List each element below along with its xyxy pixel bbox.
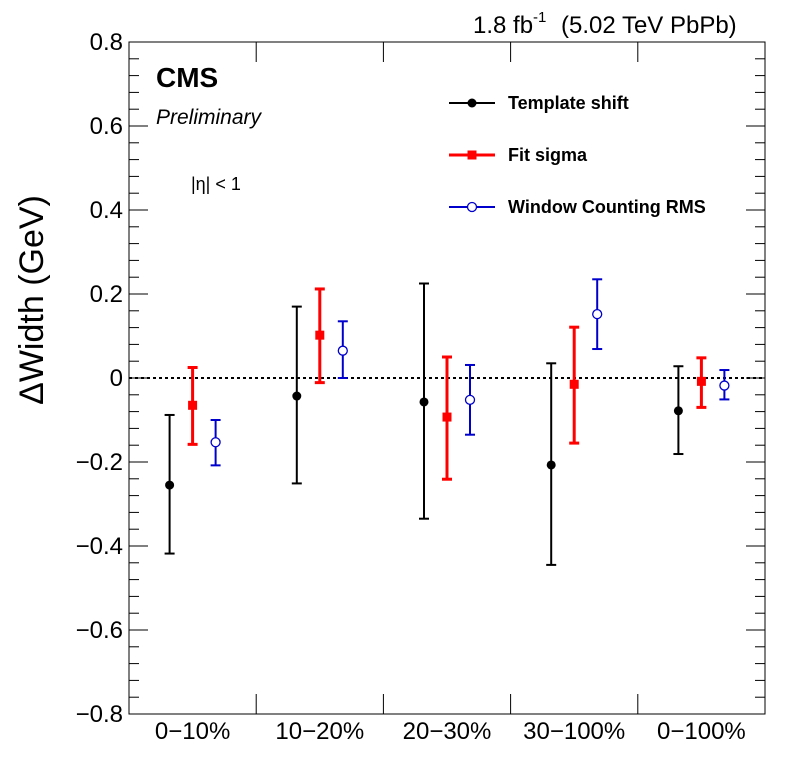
status-label: Preliminary	[156, 106, 263, 129]
y-tick-label: 0.2	[90, 281, 123, 308]
data-point	[546, 460, 556, 470]
y-tick-label: −0.8	[76, 701, 123, 728]
legend-marker	[467, 98, 477, 108]
data-point	[464, 394, 476, 405]
data-point	[210, 437, 221, 448]
data-point	[337, 345, 348, 356]
series-2	[210, 278, 730, 467]
legend-marker	[466, 201, 478, 213]
x-category-label: 0−10%	[155, 718, 230, 745]
data-point	[673, 406, 683, 416]
data-point	[188, 400, 198, 410]
data-point	[592, 309, 603, 320]
y-tick-label: −0.4	[76, 533, 123, 560]
y-tick-label: 0	[110, 365, 123, 392]
data-point	[719, 380, 730, 391]
y-tick-label: −0.6	[76, 617, 123, 644]
data-point	[696, 376, 706, 386]
x-category-label: 30−100%	[523, 718, 625, 745]
y-axis-title: ΔWidth (GeV)	[13, 195, 51, 405]
legend-label: Window Counting RMS	[508, 197, 706, 217]
data-point	[442, 412, 452, 422]
data-point	[419, 397, 429, 407]
data-point	[292, 391, 302, 401]
x-category-label: 10−20%	[275, 718, 364, 745]
x-category-label: 0−100%	[657, 718, 746, 745]
legend-label: Fit sigma	[508, 145, 588, 165]
y-tick-label: −0.2	[76, 449, 123, 476]
series-1	[187, 287, 707, 481]
axes: −0.8 −0.6 −0.4 −0.2 0 0.2 0.4 0.6 0.8 0−10% 10−20%…	[76, 29, 765, 745]
experiment-label: CMS	[156, 62, 218, 93]
y-tick-label: 0.8	[90, 29, 123, 56]
legend: Template shift Fit sigma Window Counting R…	[449, 93, 706, 217]
data-point	[315, 330, 325, 340]
eta-annotation: |η| < 1	[191, 174, 241, 194]
energy-label: (5.02 TeV PbPb)	[561, 12, 737, 39]
legend-marker	[467, 150, 477, 160]
series-0	[164, 282, 684, 566]
data-point	[165, 480, 175, 490]
x-category-label: 20−30%	[403, 718, 492, 745]
y-tick-label: 0.6	[90, 113, 123, 140]
data-point	[569, 379, 579, 389]
y-tick-label: 0.4	[90, 197, 123, 224]
luminosity-label: 1.8 fb-1	[473, 9, 546, 39]
legend-label: Template shift	[508, 93, 629, 113]
data-marks	[164, 278, 730, 566]
